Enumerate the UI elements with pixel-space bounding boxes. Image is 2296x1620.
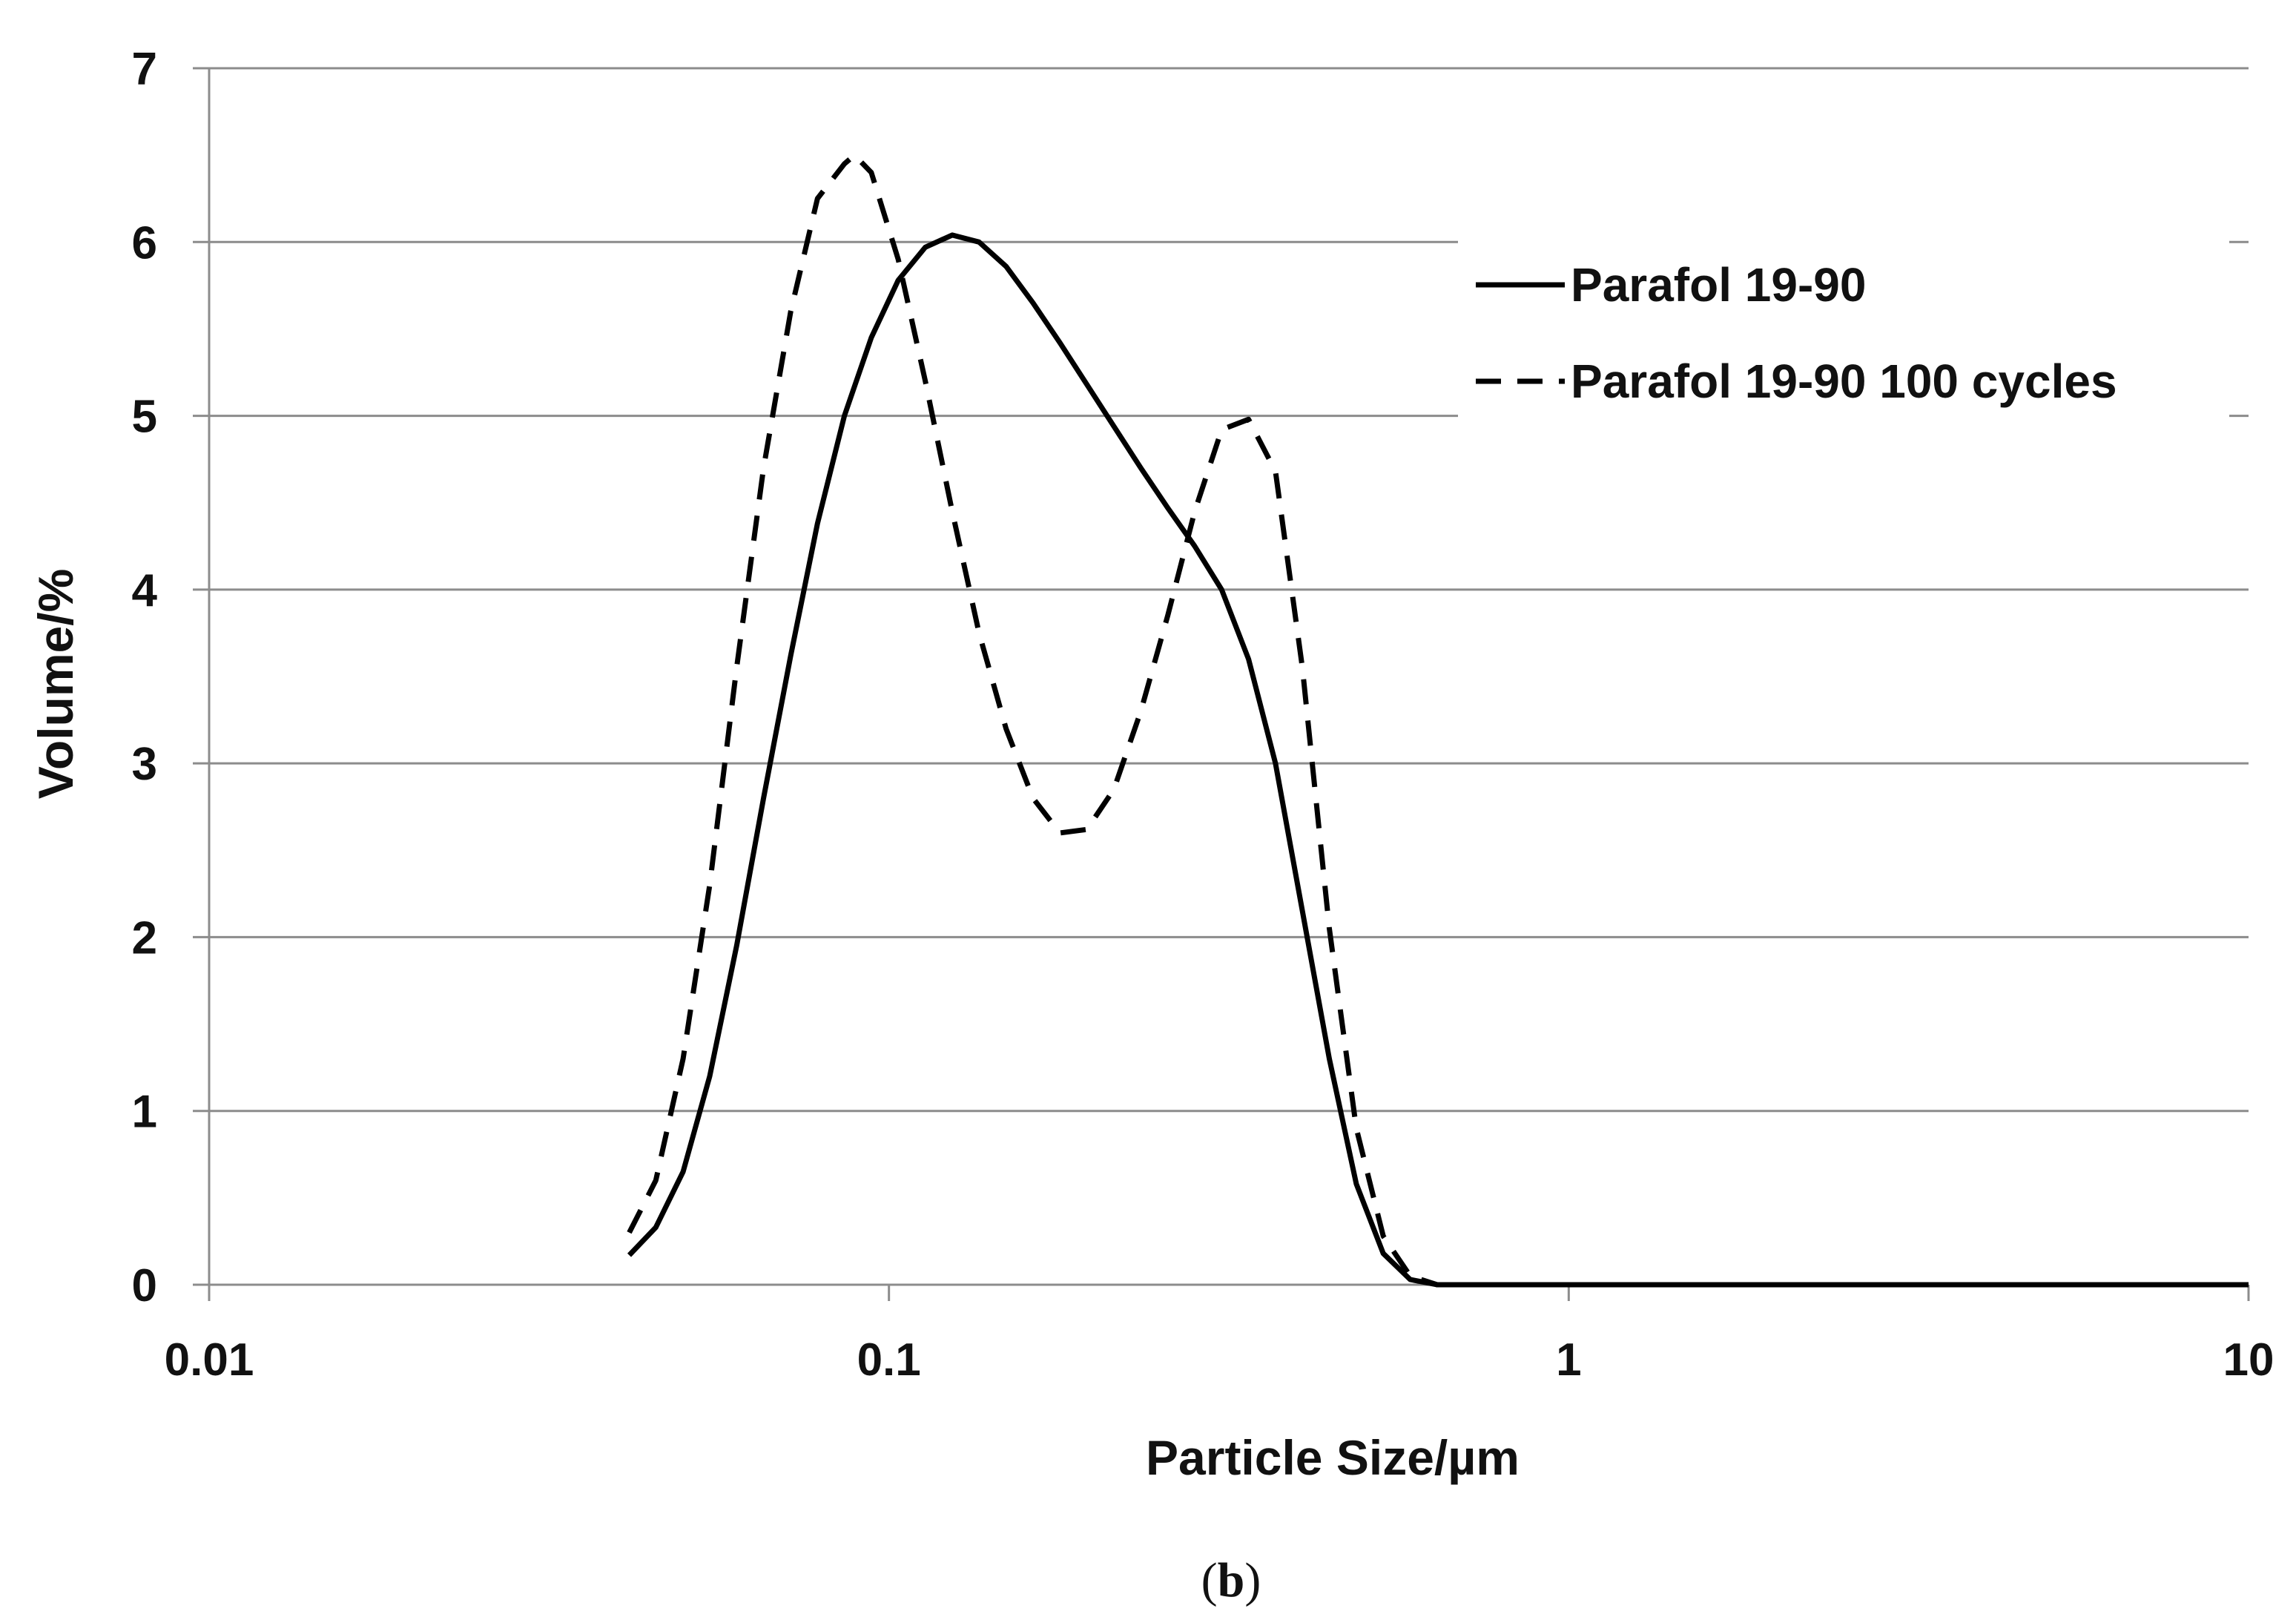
x-tick-label: 10 bbox=[2223, 1334, 2274, 1386]
caption-letter: b bbox=[1218, 1553, 1245, 1607]
x-tick-label: 1 bbox=[1556, 1334, 1581, 1386]
y-tick-label: 3 bbox=[132, 739, 157, 790]
legend: Parafol 19-90 Parafol 19-90 100 cycles bbox=[1458, 236, 2229, 430]
legend-label-parafol-100-cycles: Parafol 19-90 100 cycles bbox=[1571, 355, 2117, 408]
y-tick-label: 4 bbox=[132, 565, 158, 616]
y-axis-title: Volume/% bbox=[28, 569, 83, 800]
x-axis-title: Particle Size/µm bbox=[1146, 1430, 1520, 1485]
y-tick-label: 2 bbox=[132, 912, 157, 964]
x-tick-label: 0.1 bbox=[857, 1334, 921, 1386]
series-line-parafol bbox=[627, 232, 2249, 1288]
caption-open-paren: ( bbox=[1201, 1553, 1218, 1607]
y-tick-label: 5 bbox=[132, 392, 157, 443]
figure-caption: (b) bbox=[1201, 1553, 1261, 1607]
y-tick-label: 1 bbox=[132, 1087, 157, 1138]
y-tick-label: 6 bbox=[132, 217, 157, 269]
legend-label-parafol: Parafol 19-90 bbox=[1571, 258, 1866, 312]
gridlines bbox=[209, 67, 2249, 1113]
y-ticks: 0 1 2 3 4 5 6 7 bbox=[132, 44, 209, 1311]
series-line-parafol-100-cycles bbox=[627, 152, 2249, 1288]
y-tick-label: 7 bbox=[132, 44, 157, 95]
x-tick-label: 0.01 bbox=[165, 1334, 254, 1386]
x-ticks: 0.01 0.1 1 10 bbox=[165, 1285, 2274, 1386]
series bbox=[627, 152, 2249, 1288]
y-tick-label: 0 bbox=[132, 1260, 157, 1311]
caption-close-paren: ) bbox=[1244, 1553, 1261, 1607]
legend-background bbox=[1458, 236, 2229, 430]
